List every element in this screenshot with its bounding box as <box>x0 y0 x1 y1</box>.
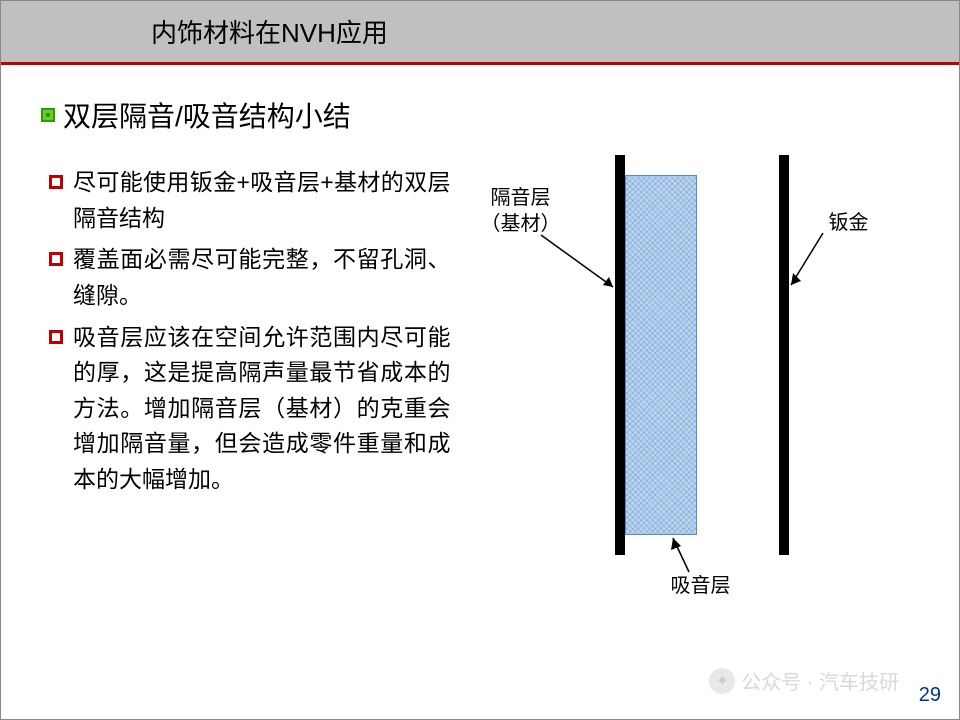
diagram-column: 隔音层 （基材） 钣金 吸音层 <box>471 95 920 615</box>
bullet-text: 覆盖面必需尽可能完整，不留孔洞、缝隙。 <box>73 242 451 313</box>
arrow-icon <box>781 225 861 305</box>
bullet-list: 尽可能使用钣金+吸音层+基材的双层隔音结构 覆盖面必需尽可能完整，不留孔洞、缝隙… <box>41 165 451 498</box>
label-line: 隔音层 <box>491 187 551 209</box>
arrow-icon <box>531 225 631 305</box>
header-title: 内饰材料在NVH应用 <box>151 13 388 50</box>
page-number: 29 <box>919 684 941 707</box>
hollow-square-icon <box>49 175 63 189</box>
hollow-square-icon <box>49 330 63 344</box>
bullet-text: 尽可能使用钣金+吸音层+基材的双层隔音结构 <box>73 165 451 236</box>
slide-subtitle: 双层隔音/吸音结构小结 <box>41 95 451 135</box>
list-item: 覆盖面必需尽可能完整，不留孔洞、缝隙。 <box>49 242 451 313</box>
text-column: 双层隔音/吸音结构小结 尽可能使用钣金+吸音层+基材的双层隔音结构 覆盖面必需尽… <box>41 95 471 615</box>
barrier-layer-bar <box>615 155 625 555</box>
sheet-metal-bar <box>779 155 789 555</box>
slide-header: 内饰材料在NVH应用 <box>1 1 959 65</box>
slide-content: 双层隔音/吸音结构小结 尽可能使用钣金+吸音层+基材的双层隔音结构 覆盖面必需尽… <box>1 65 959 615</box>
list-item: 吸音层应该在空间允许范围内尽可能的厚，这是提高隔声量最节省成本的方法。增加隔音层… <box>49 320 451 498</box>
square-bullet-icon <box>41 108 55 122</box>
watermark: ✦ 公众号 · 汽车技研 <box>709 666 899 695</box>
bullet-text: 吸音层应该在空间允许范围内尽可能的厚，这是提高隔声量最节省成本的方法。增加隔音层… <box>73 320 451 498</box>
hollow-square-icon <box>49 252 63 266</box>
wechat-icon: ✦ <box>709 668 735 694</box>
layer-diagram: 隔音层 （基材） 钣金 吸音层 <box>471 125 931 605</box>
absorber-layer-bar <box>625 175 697 535</box>
arrow-icon <box>661 520 721 580</box>
list-item: 尽可能使用钣金+吸音层+基材的双层隔音结构 <box>49 165 451 236</box>
watermark-text: 公众号 · 汽车技研 <box>741 666 899 695</box>
subtitle-text: 双层隔音/吸音结构小结 <box>63 95 351 135</box>
